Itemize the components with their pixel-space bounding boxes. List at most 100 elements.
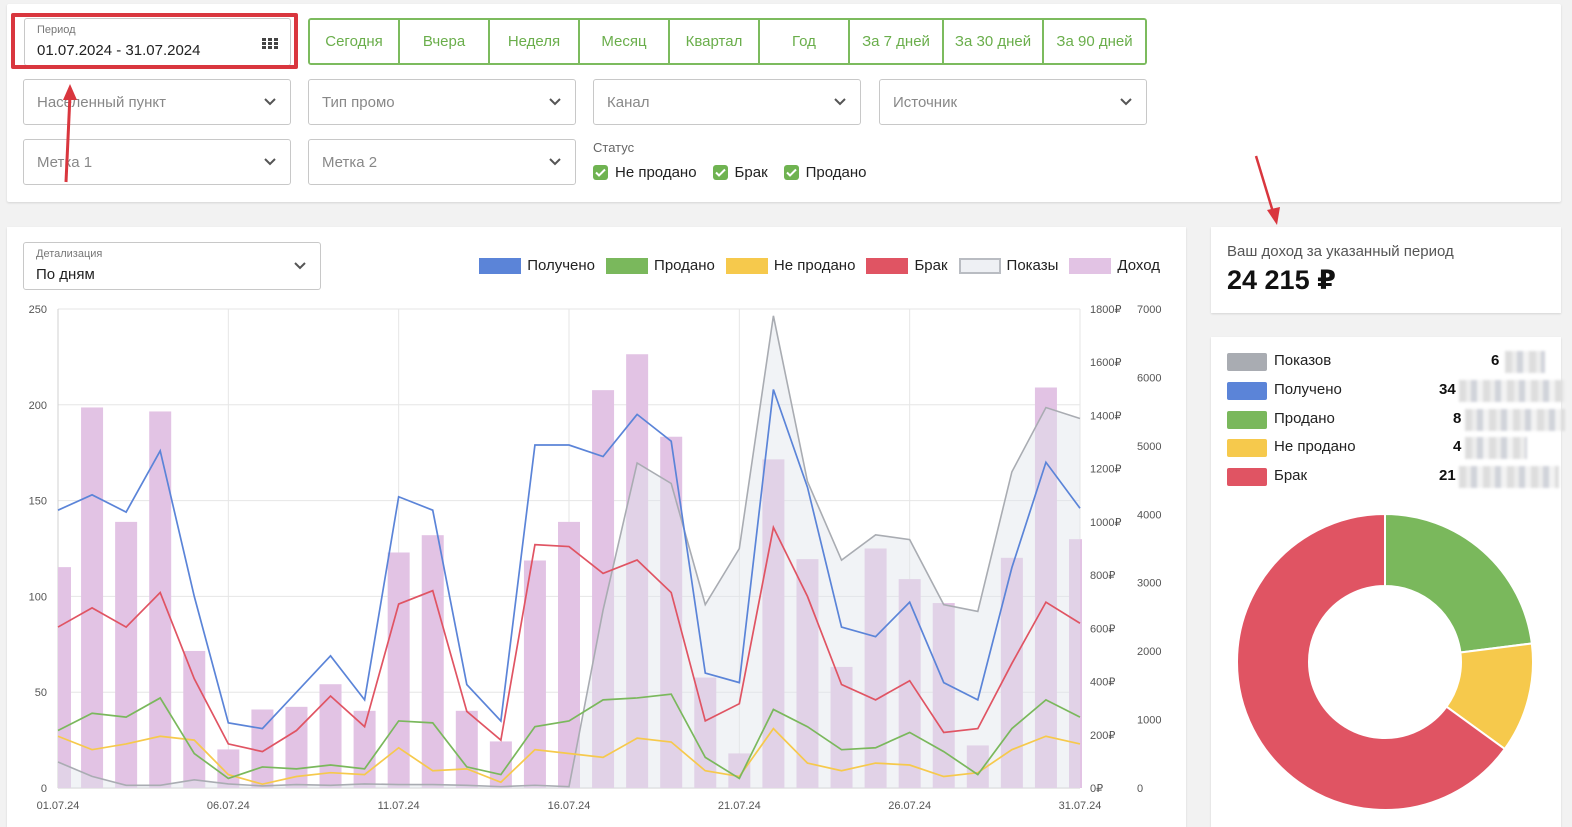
chevron-down-icon (294, 262, 306, 270)
chevron-down-icon (264, 158, 276, 166)
income-bar (183, 650, 206, 788)
period-quarter-button[interactable]: Квартал (670, 20, 760, 63)
shows-tick-label: 4000 (1137, 509, 1161, 521)
y-tick-label: 100 (29, 591, 47, 603)
series-line (57, 524, 1081, 753)
stat-name: Продано (1274, 410, 1335, 427)
detail-select[interactable]: Детализация По дням (23, 242, 321, 290)
legend-label: Показы (1006, 257, 1059, 274)
channel-select[interactable]: Канал (593, 79, 861, 125)
stat-row-shows: Показов 6 (1227, 351, 1547, 373)
income-bar (1000, 557, 1023, 788)
x-tick-label: 21.07.24 (718, 800, 761, 812)
period-year-button[interactable]: Год (760, 20, 850, 63)
income-bar (728, 753, 751, 788)
x-tick-label: 06.07.24 (207, 800, 250, 812)
legend-label: Доход (1117, 257, 1160, 274)
y-tick-label: 150 (29, 496, 47, 508)
legend-item-sold[interactable]: Продано (606, 257, 715, 274)
stat-swatch (1227, 468, 1267, 486)
stat-swatch (1227, 382, 1267, 400)
period-today-button[interactable]: Сегодня (310, 20, 400, 63)
locality-placeholder: Населенный пункт (37, 94, 167, 111)
tag1-placeholder: Метка 1 (37, 154, 93, 171)
legend-item-not-sold[interactable]: Не продано (725, 257, 855, 274)
income-bar (523, 560, 546, 788)
legend-item-income[interactable]: Доход (1069, 257, 1160, 274)
period-30-days-button[interactable]: За 30 дней (944, 20, 1044, 63)
legend-item-received[interactable]: Получено (479, 257, 595, 274)
income-tick-label: 800₽ (1090, 570, 1115, 582)
x-tick-label: 01.07.24 (37, 800, 80, 812)
period-90-days-button[interactable]: За 90 дней (1044, 20, 1145, 63)
chevron-down-icon (264, 98, 276, 106)
period-month-button[interactable]: Месяц (580, 20, 670, 63)
income-tick-label: 400₽ (1090, 677, 1115, 689)
shows-area (58, 315, 1080, 788)
income-bar (319, 684, 342, 788)
tag2-select[interactable]: Метка 2 (308, 139, 576, 185)
legend-item-shows[interactable]: Показы (958, 257, 1059, 274)
income-amount: 24 215 ₽ (1227, 265, 1336, 295)
legend-swatch (479, 257, 522, 274)
income-tick-label: 1200₽ (1090, 464, 1121, 476)
legend-swatch (606, 257, 649, 274)
period-yesterday-button[interactable]: Вчера (400, 20, 490, 63)
checkmark-icon (593, 165, 608, 180)
legend-swatch (958, 257, 1001, 274)
status-not-sold-checkbox[interactable]: Не продано (593, 164, 697, 181)
legend-swatch (1069, 257, 1112, 274)
y-tick-label: 250 (29, 304, 47, 316)
stat-row-sold: Продано 8 (1227, 409, 1565, 431)
income-bar (217, 749, 240, 788)
status-not-sold-label: Не продано (615, 164, 697, 181)
legend-swatch (725, 257, 768, 274)
x-tick-label: 26.07.24 (888, 800, 931, 812)
stats-card: Показов 6 Получено 34 Продано 8 Не прода… (1211, 337, 1565, 827)
series-line (57, 693, 1081, 780)
tag1-select[interactable]: Метка 1 (23, 139, 291, 185)
stat-swatch (1227, 411, 1267, 429)
donut-slice[interactable] (1236, 512, 1507, 811)
period-week-button[interactable]: Неделя (490, 20, 580, 63)
shows-tick-label: 0 (1137, 783, 1143, 795)
legend-item-defect[interactable]: Брак (866, 257, 948, 274)
income-bar (864, 548, 887, 788)
status-filter: Статус Не продано Брак Продано (593, 140, 867, 181)
income-label: Ваш доход за указанный период (1227, 243, 1454, 260)
source-select[interactable]: Источник (879, 79, 1147, 125)
x-tick-label: 31.07.24 (1059, 800, 1102, 812)
shows-tick-label: 2000 (1137, 646, 1161, 658)
donut-slice[interactable] (1384, 512, 1533, 654)
x-tick-label: 16.07.24 (548, 800, 591, 812)
income-bar (1069, 539, 1082, 788)
calendar-icon[interactable] (262, 36, 278, 50)
income-bar (353, 710, 376, 788)
y-tick-label: 200 (29, 400, 47, 412)
stat-value: 4 (1453, 438, 1462, 455)
status-sold-label: Продано (805, 164, 867, 181)
stat-row-received: Получено 34 (1227, 380, 1565, 402)
shows-line (57, 315, 1081, 788)
shows-tick-label: 6000 (1137, 372, 1161, 384)
redacted-value (1465, 437, 1527, 459)
y-tick-label: 0 (41, 783, 47, 795)
chevron-down-icon (549, 158, 561, 166)
promo-type-select[interactable]: Тип промо (308, 79, 576, 125)
income-bar (660, 436, 683, 788)
stat-row-defect: Брак 21 (1227, 466, 1559, 488)
income-tick-label: 200₽ (1090, 730, 1115, 742)
income-bar (592, 390, 615, 788)
status-title: Статус (593, 140, 635, 155)
status-defect-checkbox[interactable]: Брак (712, 164, 768, 181)
stat-name: Брак (1274, 467, 1308, 484)
date-range-field[interactable]: Период 01.07.2024 - 31.07.2024 (24, 18, 291, 66)
stat-swatch (1227, 353, 1267, 371)
stat-value: 6 (1491, 352, 1500, 369)
locality-select[interactable]: Населенный пункт (23, 79, 291, 125)
stat-swatch (1227, 439, 1267, 457)
status-sold-checkbox[interactable]: Продано (783, 164, 867, 181)
income-bar (1034, 387, 1057, 788)
legend-label: Продано (654, 257, 715, 274)
period-7-days-button[interactable]: За 7 дней (850, 20, 944, 63)
